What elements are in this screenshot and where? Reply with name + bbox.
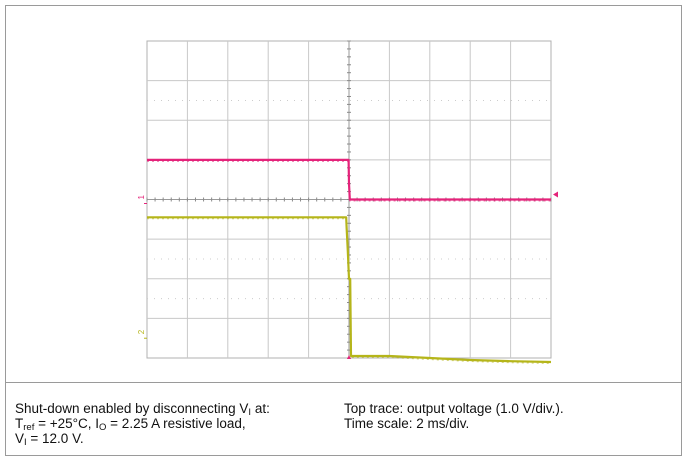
caption-right-line-1: Top trace: output voltage (1.0 V/div.). (344, 401, 564, 416)
channel-marker-2: 2 (137, 329, 146, 334)
trigger-level-marker (553, 191, 558, 198)
trace-noise-1 (147, 160, 551, 202)
caption-divider (5, 382, 682, 383)
trigger-position-marker (347, 355, 351, 359)
caption-left-line-1: Shut-down enabled by disconnecting VI at… (15, 401, 270, 418)
trace-line-2 (147, 216, 552, 364)
channel-marker-1: 1 (137, 195, 146, 200)
trace-layer (147, 158, 552, 364)
caption-right-line-2: Time scale: 2 ms/div. (344, 416, 470, 431)
figure-frame (5, 5, 682, 456)
caption-left-line-3: VI = 12.0 V. (15, 431, 84, 448)
marker-layer: 12 (137, 191, 558, 359)
caption-left-line-2: Tref = +25°C, IO = 2.25 A resistive load… (15, 416, 246, 433)
trace-line-1 (147, 158, 551, 201)
